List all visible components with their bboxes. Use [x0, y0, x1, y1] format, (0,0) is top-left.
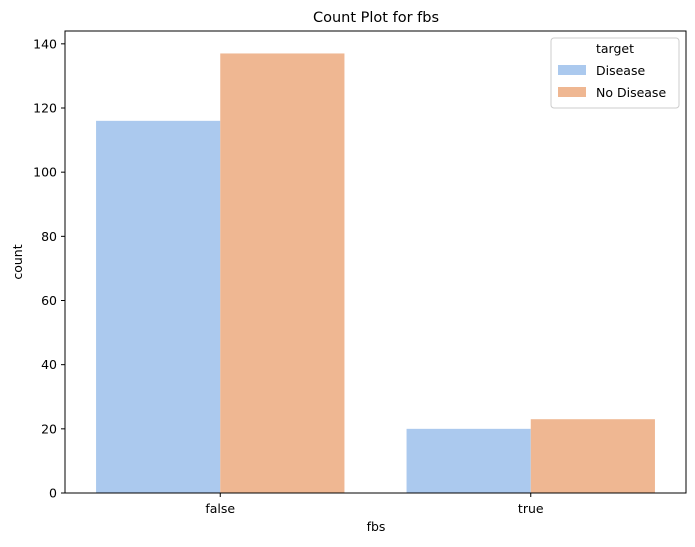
legend-swatch-no-disease	[558, 87, 586, 97]
bar-true-disease	[406, 428, 531, 493]
y-tick-label: 80	[41, 229, 57, 244]
y-tick-label: 60	[41, 293, 57, 308]
bar-true-no-disease	[530, 419, 655, 493]
legend-swatch-disease	[558, 65, 586, 75]
y-tick-label: 100	[33, 165, 57, 180]
x-axis-label: fbs	[367, 519, 386, 534]
legend-label-no-disease: No Disease	[596, 85, 666, 100]
bars-group	[96, 53, 655, 493]
y-tick-label: 20	[41, 421, 57, 436]
y-tick-label: 0	[49, 486, 57, 501]
x-axis-ticks: false true	[205, 493, 544, 516]
y-axis-label: count	[10, 244, 25, 279]
y-tick-label: 40	[41, 357, 57, 372]
chart-title: Count Plot for fbs	[313, 10, 439, 26]
x-tick-label-true: true	[518, 501, 544, 516]
y-tick-label: 140	[33, 36, 57, 51]
legend-title: target	[596, 41, 634, 56]
legend: target Disease No Disease	[550, 37, 680, 109]
plot-frame	[64, 30, 687, 494]
x-tick-label-false: false	[205, 501, 235, 516]
y-axis-ticks: 0 20 40 60 80 100 120 140	[33, 36, 65, 501]
bar-false-disease	[96, 120, 221, 493]
y-tick-label: 120	[33, 101, 57, 116]
bar-false-no-disease	[220, 53, 345, 493]
legend-label-disease: Disease	[596, 63, 645, 78]
